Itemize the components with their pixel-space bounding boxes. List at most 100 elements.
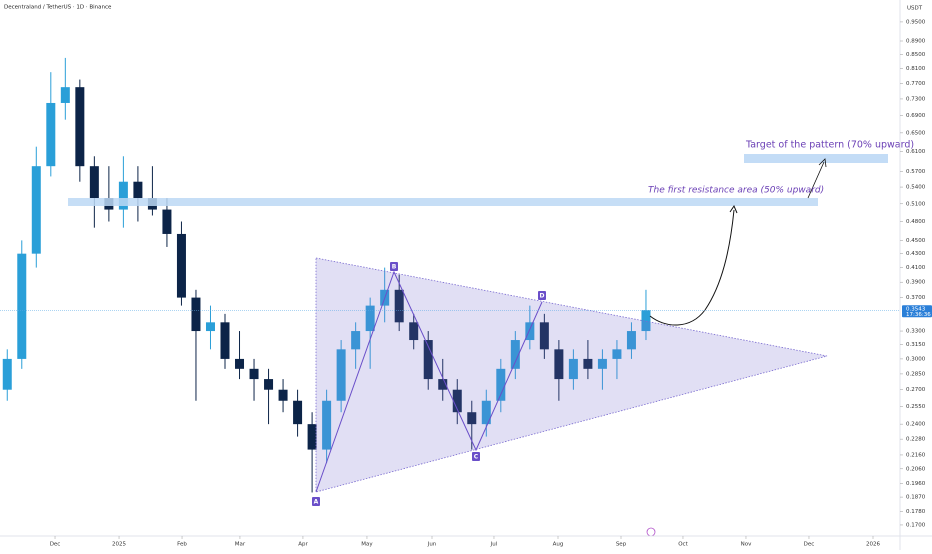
y-tick-label: 0.2550 xyxy=(906,404,926,410)
x-tick-label: May xyxy=(361,542,373,548)
y-tick-label: 0.5700 xyxy=(906,169,926,175)
x-tick-label: Aug xyxy=(553,542,564,548)
candles xyxy=(2,57,651,493)
candle-body xyxy=(60,87,70,103)
x-tick-label: 2026 xyxy=(866,542,880,548)
candle-body xyxy=(583,358,593,369)
projection-arrow xyxy=(649,209,735,326)
candle-body xyxy=(525,322,535,341)
candle-body xyxy=(293,400,303,425)
y-tick-label: 0.1700 xyxy=(906,522,926,528)
x-tick-label: 2025 xyxy=(112,542,126,548)
y-tick-label: 0.2400 xyxy=(906,422,926,428)
y-tick-label: 0.3900 xyxy=(906,280,926,286)
point-label: C xyxy=(474,454,479,461)
y-tick-label: 0.4500 xyxy=(906,238,926,244)
candle-body xyxy=(220,322,230,359)
candle-body xyxy=(235,358,245,369)
abcd-pattern xyxy=(315,270,543,493)
triangle xyxy=(315,257,828,493)
candle-body xyxy=(554,349,564,380)
arrow-head xyxy=(729,204,738,214)
x-tick-label: Jul xyxy=(490,542,498,548)
resistance-zone xyxy=(68,198,818,206)
candle-body xyxy=(322,400,332,450)
y-tick-label: 0.8100 xyxy=(906,66,926,72)
y-tick-label: 0.3300 xyxy=(906,329,926,335)
candle-body xyxy=(31,166,41,254)
candle-body xyxy=(481,400,491,425)
candle-body xyxy=(394,289,404,323)
x-tick-label: Feb xyxy=(177,542,187,548)
y-tick-label: 0.6100 xyxy=(906,149,926,155)
candle-body xyxy=(2,358,12,390)
candle-body xyxy=(423,340,433,380)
point-label-box xyxy=(390,262,398,271)
point-label: B xyxy=(392,264,397,271)
candle-body xyxy=(133,181,143,199)
candle-body xyxy=(46,102,56,167)
candle-body xyxy=(438,379,448,390)
candle-body xyxy=(278,389,288,401)
y-tick-label: 0.8900 xyxy=(906,39,926,45)
point-label-box xyxy=(538,291,546,300)
candle-body xyxy=(452,389,462,413)
candle-body xyxy=(641,310,651,332)
price-tag-countdown: 17:36:36 xyxy=(906,312,931,318)
x-tick-label: Jun xyxy=(427,542,437,548)
y-tick-label: 0.7700 xyxy=(906,81,926,87)
candle-body xyxy=(467,412,477,425)
candle-body xyxy=(336,349,346,401)
x-tick-label: Dec xyxy=(50,542,61,548)
candle-body xyxy=(118,181,128,210)
x-tick-label: Nov xyxy=(741,542,752,548)
candle-body xyxy=(568,358,578,380)
y-tick-label: 0.2160 xyxy=(906,452,926,458)
x-tick-label: Dec xyxy=(804,542,815,548)
candle-body xyxy=(496,368,506,401)
y-tick-label: 0.3000 xyxy=(906,356,926,362)
chart-title: Decentraland / TetherUS · 1D · Binance xyxy=(4,5,112,11)
y-tick-label: 0.4100 xyxy=(906,265,926,271)
candle-body xyxy=(205,322,215,332)
candle-body xyxy=(89,166,99,199)
y-tick-label: 0.2280 xyxy=(906,437,926,443)
x-tick-label: Oct xyxy=(678,542,688,548)
point-label: A xyxy=(314,499,319,506)
resistance-note: The first resistance area (50% upward) xyxy=(648,186,824,196)
point-label-box xyxy=(312,497,320,506)
y-tick-label: 0.1960 xyxy=(906,481,926,487)
y-tick-label: 0.1870 xyxy=(906,495,926,501)
candle-body xyxy=(510,340,520,369)
candle-body xyxy=(626,331,636,350)
x-tick-label: Mar xyxy=(235,542,246,548)
x-tick-label: Sep xyxy=(616,542,627,548)
y-tick-label: 0.9500 xyxy=(906,19,926,25)
y-tick-label: 0.4800 xyxy=(906,219,926,225)
y-axis-label: USDT xyxy=(907,6,923,12)
y-tick-label: 0.8500 xyxy=(906,52,926,58)
price-tag-value: 0.3543 xyxy=(906,306,926,312)
y-tick-label: 0.1780 xyxy=(906,509,926,515)
target-note: Target of the pattern (70% upward) xyxy=(745,140,914,151)
y-tick-label: 0.5100 xyxy=(906,201,926,207)
candle-body xyxy=(351,331,361,350)
y-tick-label: 0.4300 xyxy=(906,251,926,257)
candle-body xyxy=(612,349,622,359)
candle-body xyxy=(176,233,186,298)
candle-body xyxy=(75,87,85,167)
candle-body xyxy=(17,253,27,359)
candle-body xyxy=(307,424,317,450)
y-tick-label: 0.5400 xyxy=(906,185,926,191)
x-tick-label: Apr xyxy=(298,542,308,548)
candle-body xyxy=(365,305,375,332)
candle-body xyxy=(162,209,172,234)
y-tick-label: 0.2700 xyxy=(906,387,926,393)
candle-body xyxy=(264,379,274,390)
y-tick-label: 0.6500 xyxy=(906,130,926,136)
arrow-head xyxy=(818,158,827,168)
candle-body xyxy=(597,358,607,369)
